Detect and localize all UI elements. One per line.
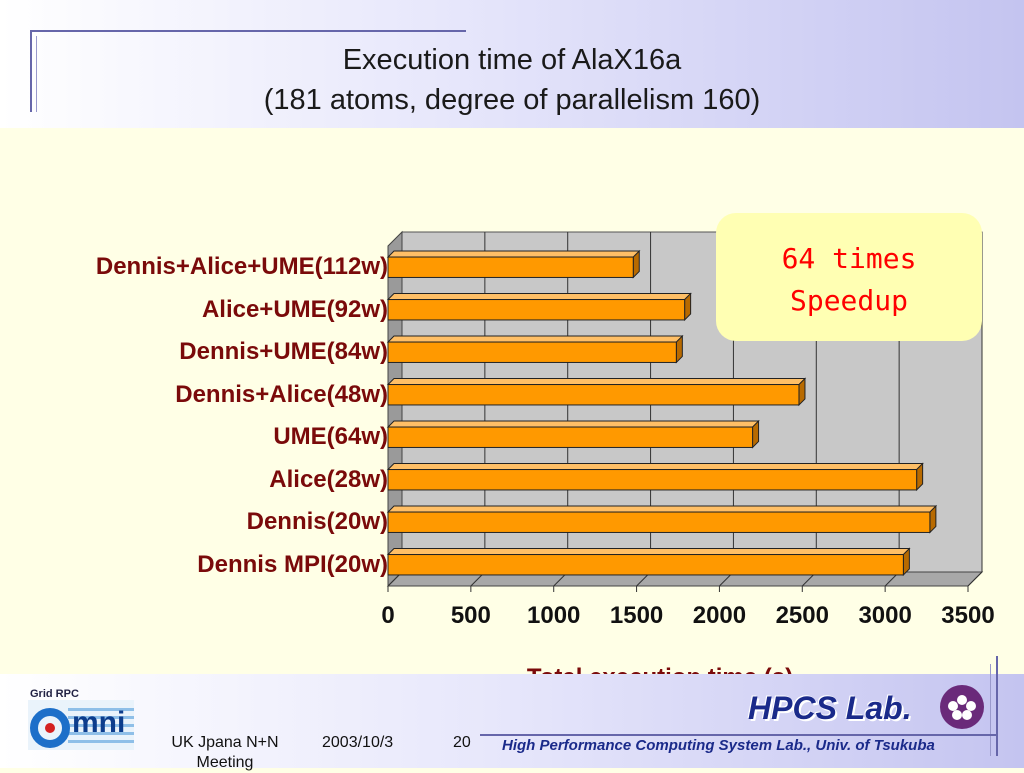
speedup-callout-text: 64 times Speedup [781, 242, 917, 317]
category-label: Dennis+Alice(48w) [175, 380, 388, 408]
category-label: Dennis+Alice+UME(112w) [95, 253, 388, 281]
x-tick-label: 1000 [527, 602, 581, 629]
category-label: Dennis+UME(84w) [179, 338, 388, 366]
bar [387, 299, 686, 321]
bar-top [386, 548, 911, 556]
category-label: Alice(28w) [269, 465, 388, 493]
bar-top [386, 420, 760, 428]
page-number: 20 [453, 734, 471, 751]
footer-band [0, 674, 1024, 768]
floor-gridline [967, 571, 983, 587]
svg-text:mni: mni [72, 706, 125, 739]
crest-petal [948, 701, 958, 711]
speedup-callout [716, 213, 982, 341]
bar-top [386, 250, 641, 258]
university-crest-icon [940, 685, 984, 729]
title-frame-line [30, 30, 32, 112]
crest-petal [957, 695, 967, 705]
category-label: Alice+UME(92w) [201, 295, 388, 323]
footer-meeting: UK Jpana N+N Meeting [171, 734, 279, 771]
title-band [0, 0, 1024, 128]
bar-top [386, 293, 692, 301]
category-label: Dennis(20w) [246, 508, 388, 536]
category-label: UME(64w) [273, 423, 388, 451]
slide-title-line-1: Execution time of AlaX16a [342, 44, 682, 76]
bar [387, 511, 931, 533]
bar-top [386, 378, 807, 386]
x-tick-label: 500 [450, 602, 491, 629]
logo-caption: Grid RPC [30, 688, 79, 700]
slide-title-line-2: (181 atoms, degree of parallelism 160) [263, 84, 761, 116]
bar [387, 341, 677, 363]
crest-petal [962, 710, 972, 720]
logo-dot [45, 723, 55, 733]
bar [387, 554, 904, 576]
x-tick-label: 2000 [692, 602, 747, 629]
bar [387, 426, 754, 448]
bar [387, 256, 634, 278]
x-tick-label: 3500 [941, 602, 995, 629]
footer-frame-line [480, 734, 998, 736]
crest-petal [966, 701, 976, 711]
x-tick-label: 2500 [775, 602, 829, 629]
x-tick-label: 0 [381, 602, 395, 629]
x-tick-label: 1500 [609, 602, 664, 629]
x-tick-label: 3000 [858, 602, 912, 629]
bar-top [386, 463, 924, 471]
crest-background [940, 685, 984, 729]
crest-petal [952, 710, 962, 720]
title-frame-line [30, 30, 466, 32]
lab-logo-text: HPCS Lab. [748, 690, 912, 726]
footer-date: 2003/10/3 [322, 734, 394, 751]
slide-title: Execution time of AlaX16a (181 atoms, de… [0, 40, 1024, 120]
bar [387, 384, 800, 406]
bar-top [386, 505, 938, 513]
omni-logo: mni [28, 700, 134, 750]
logo-stripes [68, 708, 134, 743]
logo-ring [30, 708, 70, 748]
category-label: Dennis MPI(20w) [197, 550, 388, 578]
footer-frame-line [996, 656, 998, 756]
bar-top [386, 335, 684, 343]
bar [387, 469, 918, 491]
lab-full-name: High Performance Computing System Lab., … [502, 737, 935, 754]
footer-frame-line [990, 664, 991, 756]
title-frame-line [36, 36, 37, 112]
